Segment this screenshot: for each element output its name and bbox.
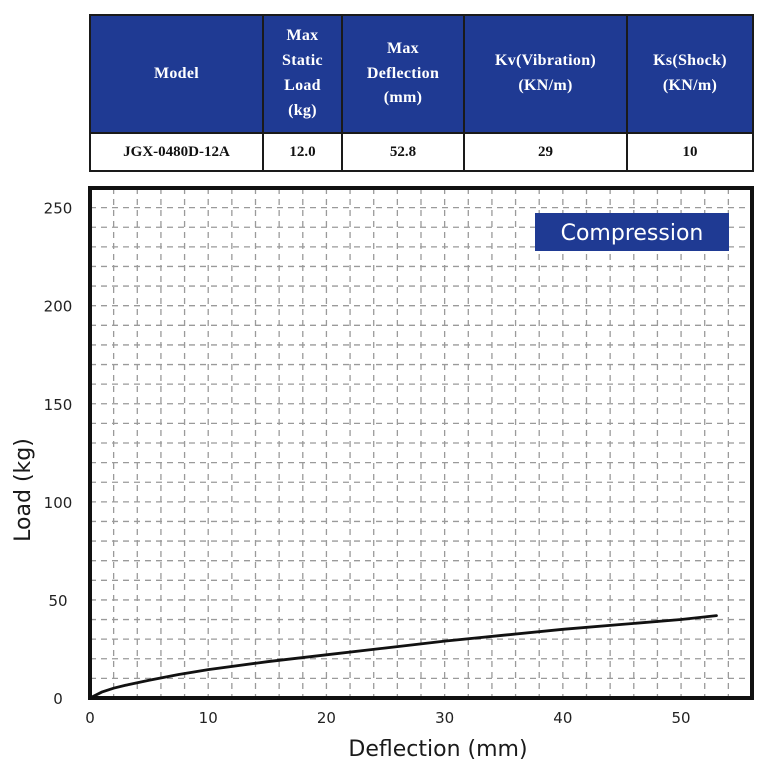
header-line: (kg) [288,101,317,119]
x-tick-label: 10 [199,709,218,727]
load-deflection-chart: 0 10 20 30 40 50 0 50 100 150 200 250 Compression D… [11,186,754,762]
header-line: (mm) [383,89,423,107]
x-tick-label: 30 [435,709,454,727]
y-tick-label: 50 [48,592,67,610]
header-max-deflection: Max Deflection (mm) [341,14,465,134]
y-axis-label: Load (kg) [11,438,36,542]
cell-max-static-load: 12.0 [262,132,343,172]
header-line: Max [286,27,319,45]
cell-max-deflection: 52.8 [341,132,465,172]
table-row: JGX-0480D-12A 12.0 52.8 29 10 [89,132,754,172]
header-line: Static [282,52,323,70]
title-badge [535,213,729,251]
cell-kv: 29 [463,132,628,172]
y-tick-label: 0 [53,690,63,708]
y-tick-label: 250 [44,200,73,218]
chart-title: Compression [561,221,704,246]
header-line: Max [386,39,419,57]
x-tick-label: 40 [553,709,572,727]
header-line: Deflection [366,64,440,82]
y-tick-label: 150 [44,396,73,414]
cell-model: JGX-0480D-12A [89,132,264,172]
x-axis-label: Deflection (mm) [348,737,527,762]
header-line: (KN/m) [662,77,718,94]
header-line: (KN/m) [518,77,573,94]
header-model-line: Model [153,64,200,82]
spec-table-header-row: Model Max Static Load (kg) Max Deflectio… [89,14,754,134]
x-tick-label: 50 [672,709,691,727]
spec-table: Model Max Static Load (kg) Max Deflectio… [89,14,754,172]
y-tick-label: 100 [44,494,73,512]
plot-frame [88,186,754,700]
header-line: Kv(Vibration) [494,52,597,70]
header-line: Load [284,77,321,94]
x-tick-label: 0 [85,709,95,727]
header-kv-vibration: Kv(Vibration) (KN/m) [463,14,628,134]
cell-ks: 10 [626,132,754,172]
axis-ticks: 0 10 20 30 40 50 0 50 100 150 200 250 [44,200,691,727]
chart-grid [90,188,752,698]
header-model: Model [89,14,264,134]
header-ks-shock: Ks(Shock) (KN/m) [626,14,754,134]
y-tick-label: 200 [44,298,73,316]
series-line [88,614,718,700]
x-tick-label: 20 [317,709,336,727]
header-max-static-load: Max Static Load (kg) [262,14,343,134]
header-line: Ks(Shock) [653,52,727,70]
